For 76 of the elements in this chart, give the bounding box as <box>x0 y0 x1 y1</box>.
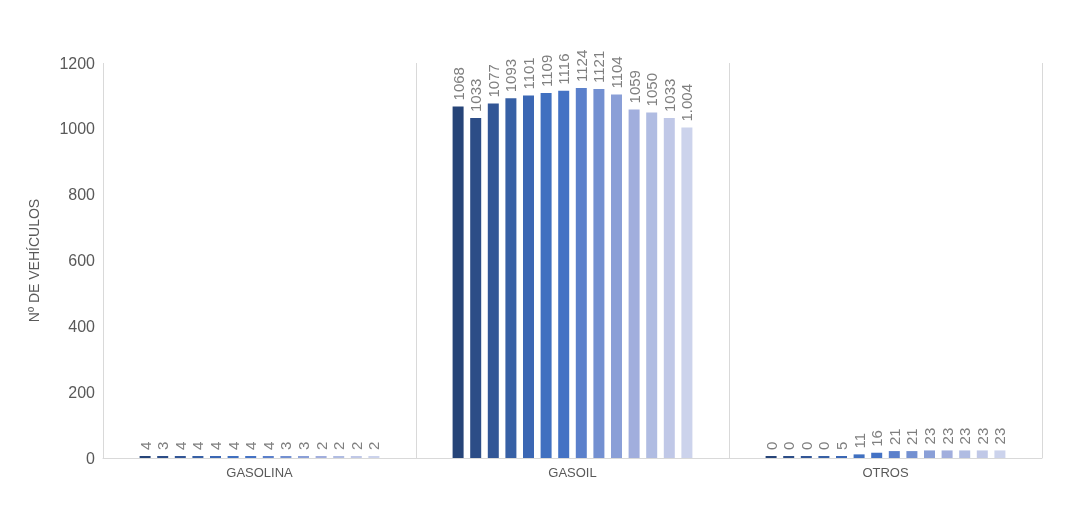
data-label: 2 <box>312 441 330 450</box>
bar <box>906 451 918 458</box>
data-label: 1101 <box>520 57 537 90</box>
data-label: 1059 <box>625 70 643 104</box>
data-label: 21 <box>885 428 903 446</box>
data-label: 23 <box>921 427 938 445</box>
bar <box>523 95 534 458</box>
bar <box>470 117 482 458</box>
data-label: 1124 <box>572 49 590 83</box>
y-tick-label: 1200 <box>59 54 96 72</box>
data-label: 23 <box>938 427 956 445</box>
data-label: 2 <box>347 441 365 450</box>
data-label: 4 <box>207 441 224 450</box>
data-label: 1093 <box>502 58 520 93</box>
data-label: 3 <box>154 441 172 450</box>
data-label: 1050 <box>643 73 661 107</box>
bar <box>575 88 587 458</box>
data-label: 21 <box>903 428 921 446</box>
data-label: 1116 <box>555 53 573 85</box>
data-label: 5 <box>833 441 850 450</box>
data-label: 4 <box>259 441 277 450</box>
data-label: 0 <box>780 441 798 450</box>
bar <box>959 450 971 458</box>
data-label: 11 <box>850 432 868 449</box>
bar <box>487 103 499 458</box>
data-label: 4 <box>136 441 154 450</box>
bar <box>853 454 865 458</box>
bar <box>924 450 935 458</box>
data-label: 0 <box>815 441 833 450</box>
data-label: 1109 <box>537 54 555 87</box>
data-label: 3 <box>295 441 312 450</box>
data-label: 2 <box>330 441 348 450</box>
bar <box>941 450 953 458</box>
bar <box>994 450 1006 458</box>
data-label: 0 <box>797 441 815 450</box>
data-label: 1077 <box>484 64 502 98</box>
x-tick-label: GASOLINA <box>226 465 294 480</box>
x-tick-label: OTROS <box>862 465 909 480</box>
data-label: 16 <box>868 430 886 447</box>
data-label: 1121 <box>590 50 608 83</box>
data-label: 1.004 <box>678 83 696 122</box>
bar <box>628 109 640 458</box>
bar <box>888 451 900 458</box>
data-label: 3 <box>277 441 295 450</box>
bar <box>505 98 517 458</box>
data-label: 1033 <box>467 78 485 112</box>
bar <box>871 452 883 458</box>
data-label: 4 <box>171 441 189 450</box>
data-label: 2 <box>365 441 383 450</box>
data-label: 1104 <box>608 56 625 89</box>
data-label: 1033 <box>660 78 678 112</box>
bar <box>452 106 464 458</box>
data-label: 23 <box>973 427 991 445</box>
y-tick-label: 200 <box>68 383 96 401</box>
y-tick-label: 400 <box>68 317 96 335</box>
data-label: 23 <box>956 427 974 445</box>
data-label: 4 <box>189 441 207 450</box>
bar <box>663 117 675 458</box>
y-tick-label: 600 <box>68 252 96 269</box>
y-axis-title: Nº DE VEHÍCULOS <box>26 198 42 323</box>
bar <box>976 450 988 458</box>
data-label: 0 <box>762 441 780 450</box>
bar <box>681 127 693 458</box>
data-label: 4 <box>242 441 260 450</box>
bar <box>611 94 622 458</box>
bar <box>558 90 570 458</box>
bar <box>646 112 658 458</box>
bar <box>540 92 552 458</box>
data-label: 1068 <box>449 67 467 101</box>
data-label: 4 <box>224 441 242 450</box>
data-label: 23 <box>991 427 1009 445</box>
y-tick-label: 800 <box>68 186 96 204</box>
y-tick-label: 1000 <box>59 120 96 138</box>
x-tick-label: GASOIL <box>548 465 597 480</box>
y-tick-label: 0 <box>86 449 96 467</box>
bar <box>593 89 605 458</box>
